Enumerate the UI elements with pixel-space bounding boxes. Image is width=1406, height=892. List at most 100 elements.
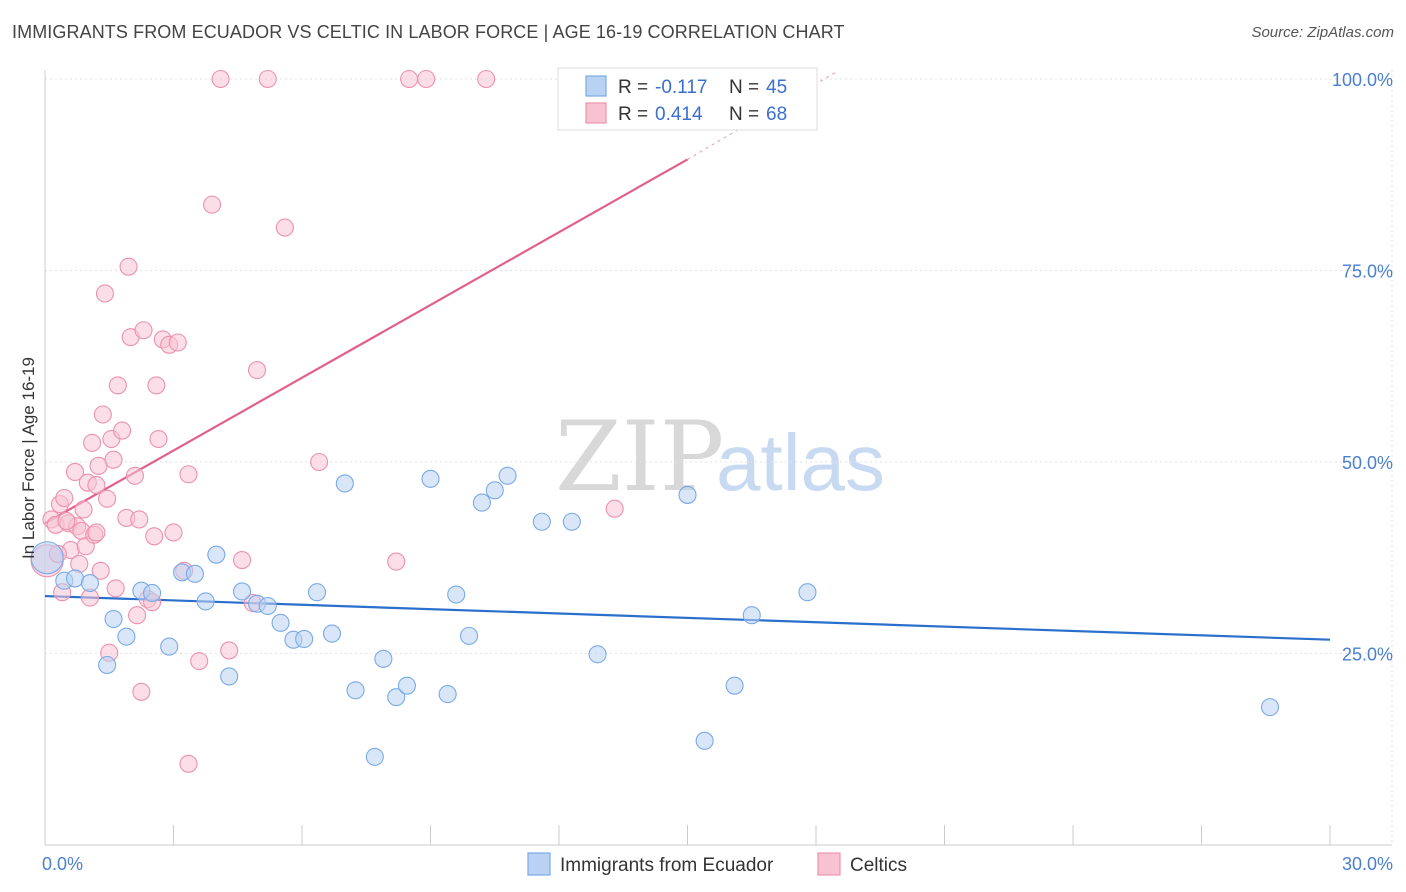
ecuador-point-9 [160, 637, 179, 656]
ecuador-point-30 [438, 685, 457, 704]
celtics-point-48 [211, 69, 230, 89]
ecuador-point-22 [322, 624, 342, 643]
celtics-point-58 [417, 69, 436, 89]
celtics-point-49 [220, 641, 239, 660]
ecuador-point-11 [185, 564, 204, 583]
celtics-point-38 [149, 429, 168, 449]
ecuador-point-25 [365, 747, 384, 766]
ecuador-point-21 [307, 583, 327, 602]
ecuador-point-6 [98, 655, 117, 675]
celtics-point-31 [128, 606, 147, 625]
ecuador-point-41 [725, 676, 744, 695]
celtics-point-65 [130, 510, 149, 529]
legend-swatch-ecuador [585, 75, 607, 97]
celtics-point-44 [179, 465, 198, 484]
ecuador-point-14 [220, 667, 239, 686]
ecuador-point-34 [485, 481, 504, 500]
x-tick-label-max: 30.0% [1342, 854, 1393, 874]
ecuador-point-3 [80, 573, 100, 593]
ecuador-point-26 [374, 649, 393, 668]
celtics-point-25 [108, 376, 127, 395]
ecuador-point-36 [532, 512, 551, 531]
ecuador-point-44 [1260, 698, 1280, 717]
ecuador-point-4 [104, 609, 123, 629]
celtics-point-14 [83, 433, 102, 452]
ecuador-point-0 [30, 541, 64, 575]
celtics-point-7 [65, 462, 85, 482]
celtics-point-20 [95, 284, 115, 303]
ecuador-point-12 [196, 592, 215, 611]
y-tick-labels: 25.0% 50.0% 75.0% 100.0% [1332, 70, 1393, 665]
celtics-point-4 [55, 488, 74, 508]
series-swatch-ecuador [527, 852, 551, 876]
celtics-point-33 [134, 321, 153, 340]
legend-n-label-celtics: N = [729, 104, 759, 125]
celtics-point-30 [125, 466, 144, 485]
celtics-point-21 [98, 489, 117, 508]
ecuador-point-24 [346, 681, 365, 700]
source-attribution: Source: ZipAtlas.com [1251, 24, 1394, 41]
ecuador-point-2 [65, 569, 85, 588]
celtics-point-42 [168, 333, 187, 352]
ecuador-point-29 [421, 469, 440, 488]
y-tick-label-100: 100.0% [1332, 70, 1393, 90]
ecuador-point-35 [498, 466, 517, 485]
gridlines [45, 70, 1393, 845]
y-axis-label: In Labor Force | Age 16-19 [19, 357, 38, 559]
legend: R = -0.117 N = 45 R = 0.414 N = 68 [557, 67, 818, 131]
trend-line-ecuador [44, 594, 1331, 641]
celtics-point-46 [190, 652, 209, 671]
celtics-point-59 [477, 69, 496, 89]
celtics-point-60 [605, 499, 624, 518]
legend-r-value-celtics: 0.414 [655, 104, 703, 125]
legend-n-label-ecuador: N = [729, 77, 759, 98]
data-points [30, 69, 1280, 773]
celtics-point-53 [258, 69, 277, 89]
x-tick-label-min: 0.0% [42, 854, 83, 874]
y-tick-label-75: 75.0% [1342, 262, 1393, 282]
ecuador-point-27 [387, 688, 406, 707]
ecuador-point-33 [472, 493, 491, 512]
ecuador-point-5 [117, 627, 136, 646]
ecuador-point-20 [295, 629, 314, 648]
legend-r-value-ecuador: -0.117 [655, 77, 707, 98]
series-name-celtics: Celtics [850, 855, 907, 876]
legend-r-label-ecuador: R = [618, 77, 648, 98]
celtics-point-32 [132, 682, 151, 701]
celtics-point-28 [119, 257, 138, 276]
celtics-point-67 [87, 523, 106, 542]
ecuador-point-13 [207, 545, 226, 564]
celtics-point-37 [147, 376, 166, 395]
ecuador-point-42 [742, 606, 761, 625]
celtics-point-63 [106, 579, 125, 598]
ecuador-point-18 [271, 613, 290, 632]
series-swatch-celtics [817, 852, 841, 876]
celtics-point-36 [145, 527, 164, 546]
ecuador-point-23 [335, 474, 354, 493]
celtics-point-50 [232, 550, 252, 570]
ecuador-point-38 [588, 645, 607, 664]
celtics-point-10 [74, 500, 93, 519]
celtics-point-62 [57, 511, 76, 531]
celtics-point-16 [87, 475, 106, 495]
series-name-ecuador: Immigrants from Ecuador [560, 855, 774, 876]
ecuador-point-31 [447, 585, 466, 604]
y-tick-label-50: 50.0% [1342, 453, 1393, 473]
legend-n-value-ecuador: 45 [766, 77, 787, 98]
celtics-point-41 [164, 523, 183, 542]
ecuador-point-8 [143, 583, 162, 603]
legend-r-label-celtics: R = [618, 104, 648, 125]
watermark-zip: ZIP [555, 401, 724, 513]
celtics-point-24 [104, 450, 123, 469]
ecuador-point-28 [397, 676, 416, 695]
celtics-point-18 [91, 561, 110, 580]
ecuador-point-43 [798, 583, 817, 602]
celtics-point-54 [275, 218, 294, 237]
celtics-point-55 [310, 452, 329, 472]
ecuador-point-37 [562, 512, 581, 531]
celtics-point-45 [179, 754, 198, 773]
celtics-point-52 [247, 361, 267, 380]
celtics-point-47 [203, 195, 222, 214]
trend-line-celtics [44, 158, 689, 525]
